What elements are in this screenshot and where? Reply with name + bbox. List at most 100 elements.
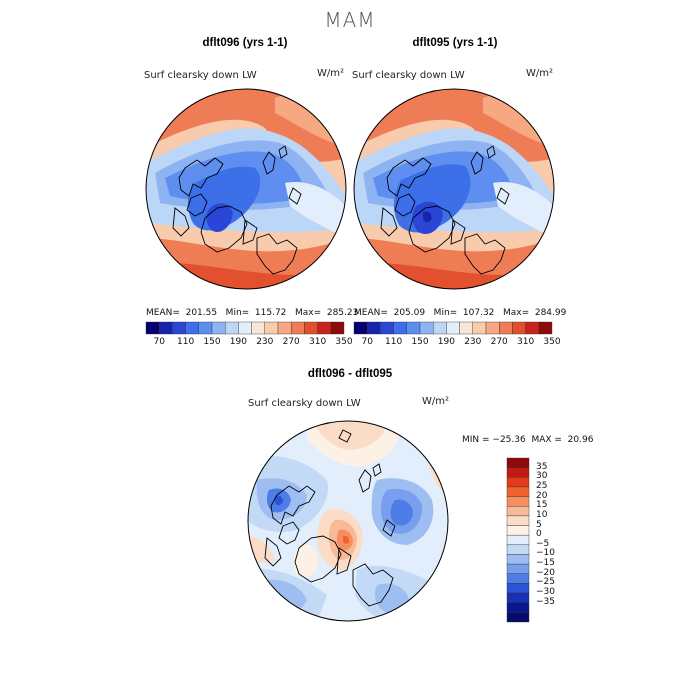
panel-2-colorbar-swatch xyxy=(432,321,447,335)
panel-1-colorbar-swatch xyxy=(304,321,318,335)
panel-1-colorbar-tick-label: 150 xyxy=(203,337,221,347)
diff-colorbar-swatch xyxy=(506,457,530,468)
diff-colorbar-swatch xyxy=(506,515,530,526)
diff-colorbar-swatch xyxy=(506,496,530,507)
diff-panel-title: dflt096 - dflt095 xyxy=(307,368,393,380)
panel-2-polar-map xyxy=(353,88,555,290)
panel-1-colorbar xyxy=(145,321,345,335)
panel-1-colorbar-swatch xyxy=(198,321,213,335)
diff-colorbar-tick-label: −10 xyxy=(536,548,555,559)
panel-2-colorbar-swatch xyxy=(525,321,540,335)
panel-2-colorbar-swatch xyxy=(380,321,394,335)
panel-1-colorbar-swatch xyxy=(290,321,305,335)
panel-2-colorbar-tick-label: 310 xyxy=(517,337,535,347)
panel-1-polar-map xyxy=(145,88,347,290)
diff-colorbar xyxy=(506,457,530,623)
panel-1-variable-label: Surf clearsky down LW xyxy=(144,70,257,81)
diff-colorbar-tick-label: 15 xyxy=(536,500,548,511)
diff-colorbar-tick-label: 30 xyxy=(536,471,548,482)
panel-1-colorbar-swatch xyxy=(317,321,332,335)
diff-polar-map xyxy=(247,420,449,622)
panel-1-colorbar-swatch xyxy=(158,321,173,335)
diff-colorbar-tick-label: −20 xyxy=(536,567,555,578)
diff-colorbar-tick-label: 5 xyxy=(536,519,542,530)
figure-title: MAM xyxy=(324,8,376,32)
panel-1-colorbar-swatch xyxy=(330,321,345,335)
diff-colorbar-tick-label: 20 xyxy=(536,490,548,501)
panel-2-title: dflt095 (yrs 1-1) xyxy=(412,37,498,49)
panel-1-colorbar-swatch xyxy=(264,321,279,335)
panel-1-colorbar-tick-label: 230 xyxy=(256,337,274,347)
panel-1-colorbar-tick-label: 350 xyxy=(335,337,353,347)
diff-colorbar-tick-label: 10 xyxy=(536,509,548,520)
diff-colorbar-swatch xyxy=(506,486,530,497)
diff-colorbar-swatch xyxy=(506,592,530,603)
panel-1-colorbar-swatch xyxy=(211,321,226,335)
diff-colorbar-tick-label: 0 xyxy=(536,529,542,540)
diff-colorbar-labels: 35 30 25 20 15 10 5 0 −5 −10 −15 −20 −25 −30 −35 xyxy=(536,458,576,622)
panel-2-colorbar-swatch xyxy=(459,321,473,335)
panel-2-colorbar-tick-label: 350 xyxy=(543,337,561,347)
diff-colorbar-tick-label: −25 xyxy=(536,577,555,588)
panel-2-colorbar-swatch xyxy=(366,321,381,335)
diff-colorbar-swatch xyxy=(506,612,530,623)
panel-1-colorbar-swatch xyxy=(251,321,265,335)
panel-1-colorbar-swatch xyxy=(172,321,186,335)
panel-1-title: dflt096 (yrs 1-1) xyxy=(202,37,288,49)
panel-1-colorbar-tick-label: 310 xyxy=(309,337,327,347)
diff-colorbar-swatch xyxy=(506,525,530,536)
panel-1-colorbar-swatch xyxy=(238,321,252,335)
panel-2-colorbar-tick-label: 150 xyxy=(411,337,429,347)
panel-2-colorbar-swatch xyxy=(446,321,460,335)
diff-colorbar-tick-label: 35 xyxy=(536,461,548,472)
panel-2-colorbar-swatch xyxy=(353,321,368,335)
panel-2-colorbar-swatch xyxy=(406,321,421,335)
panel-1-stats: MEAN= 201.55 Min= 115.72 Max= 285.23 xyxy=(146,308,359,318)
panel-1-colorbar-swatch xyxy=(224,321,239,335)
diff-colorbar-swatch xyxy=(506,534,530,546)
panel-2-colorbar-swatch xyxy=(472,321,487,335)
panel-1-colorbar-swatch xyxy=(185,321,199,335)
panel-2-colorbar-swatch xyxy=(498,321,513,335)
diff-panel-stats: MIN = −25.36 MAX = 20.96 xyxy=(462,435,594,445)
panel-2-variable-label: Surf clearsky down LW xyxy=(352,70,465,81)
diff-colorbar-tick-label: −15 xyxy=(536,558,555,569)
diff-colorbar-tick-label: −35 xyxy=(536,596,555,607)
panel-1-units-label: W/m² xyxy=(317,68,345,79)
panel-2-stats: MEAN= 205.09 Min= 107.32 Max= 284.99 xyxy=(354,308,567,318)
diff-panel-units-label: W/m² xyxy=(422,396,450,407)
panel-2-colorbar-swatch xyxy=(538,321,553,335)
panel-2-colorbar-swatch xyxy=(512,321,526,335)
diff-colorbar-tick-label: −5 xyxy=(536,538,550,549)
panel-2-colorbar xyxy=(353,321,553,335)
panel-1-colorbar-swatch xyxy=(145,321,160,335)
panel-1-colorbar-labels: 70 110 150 190 230 270 310 350 xyxy=(146,337,352,349)
panel-2-colorbar-swatch xyxy=(393,321,407,335)
diff-colorbar-swatch xyxy=(506,477,530,488)
panel-1-colorbar-tick-label: 110 xyxy=(177,337,195,347)
diff-colorbar-tick-label: 25 xyxy=(536,480,548,491)
diff-colorbar-tick-label: −30 xyxy=(536,587,555,598)
diff-colorbar-swatch xyxy=(506,506,530,517)
panel-2-colorbar-tick-label: 270 xyxy=(490,337,508,347)
diff-colorbar-swatch xyxy=(506,602,530,613)
panel-2-colorbar-tick-label: 70 xyxy=(361,337,373,347)
diff-panel-variable-label: Surf clearsky down LW xyxy=(248,398,361,409)
panel-2-units-label: W/m² xyxy=(526,68,554,79)
panel-2-colorbar-tick-label: 110 xyxy=(385,337,403,347)
diff-colorbar-swatch xyxy=(506,573,530,584)
panel-1-colorbar-swatch xyxy=(277,321,292,335)
panel-2-colorbar-tick-label: 190 xyxy=(437,337,455,347)
diff-colorbar-swatch xyxy=(506,583,530,594)
diff-colorbar-swatch xyxy=(506,544,530,555)
panel-1-colorbar-tick-label: 70 xyxy=(153,337,165,347)
panel-2-colorbar-swatch xyxy=(419,321,434,335)
diff-colorbar-swatch xyxy=(506,563,530,574)
diff-colorbar-swatch xyxy=(506,467,530,478)
panel-2-colorbar-swatch xyxy=(485,321,500,335)
panel-2-colorbar-tick-label: 230 xyxy=(464,337,482,347)
panel-1-colorbar-tick-label: 190 xyxy=(229,337,247,347)
panel-1-colorbar-tick-label: 270 xyxy=(282,337,300,347)
panel-2-colorbar-labels: 70 110 150 190 230 270 310 350 xyxy=(354,337,560,349)
diff-colorbar-swatch xyxy=(506,554,530,565)
